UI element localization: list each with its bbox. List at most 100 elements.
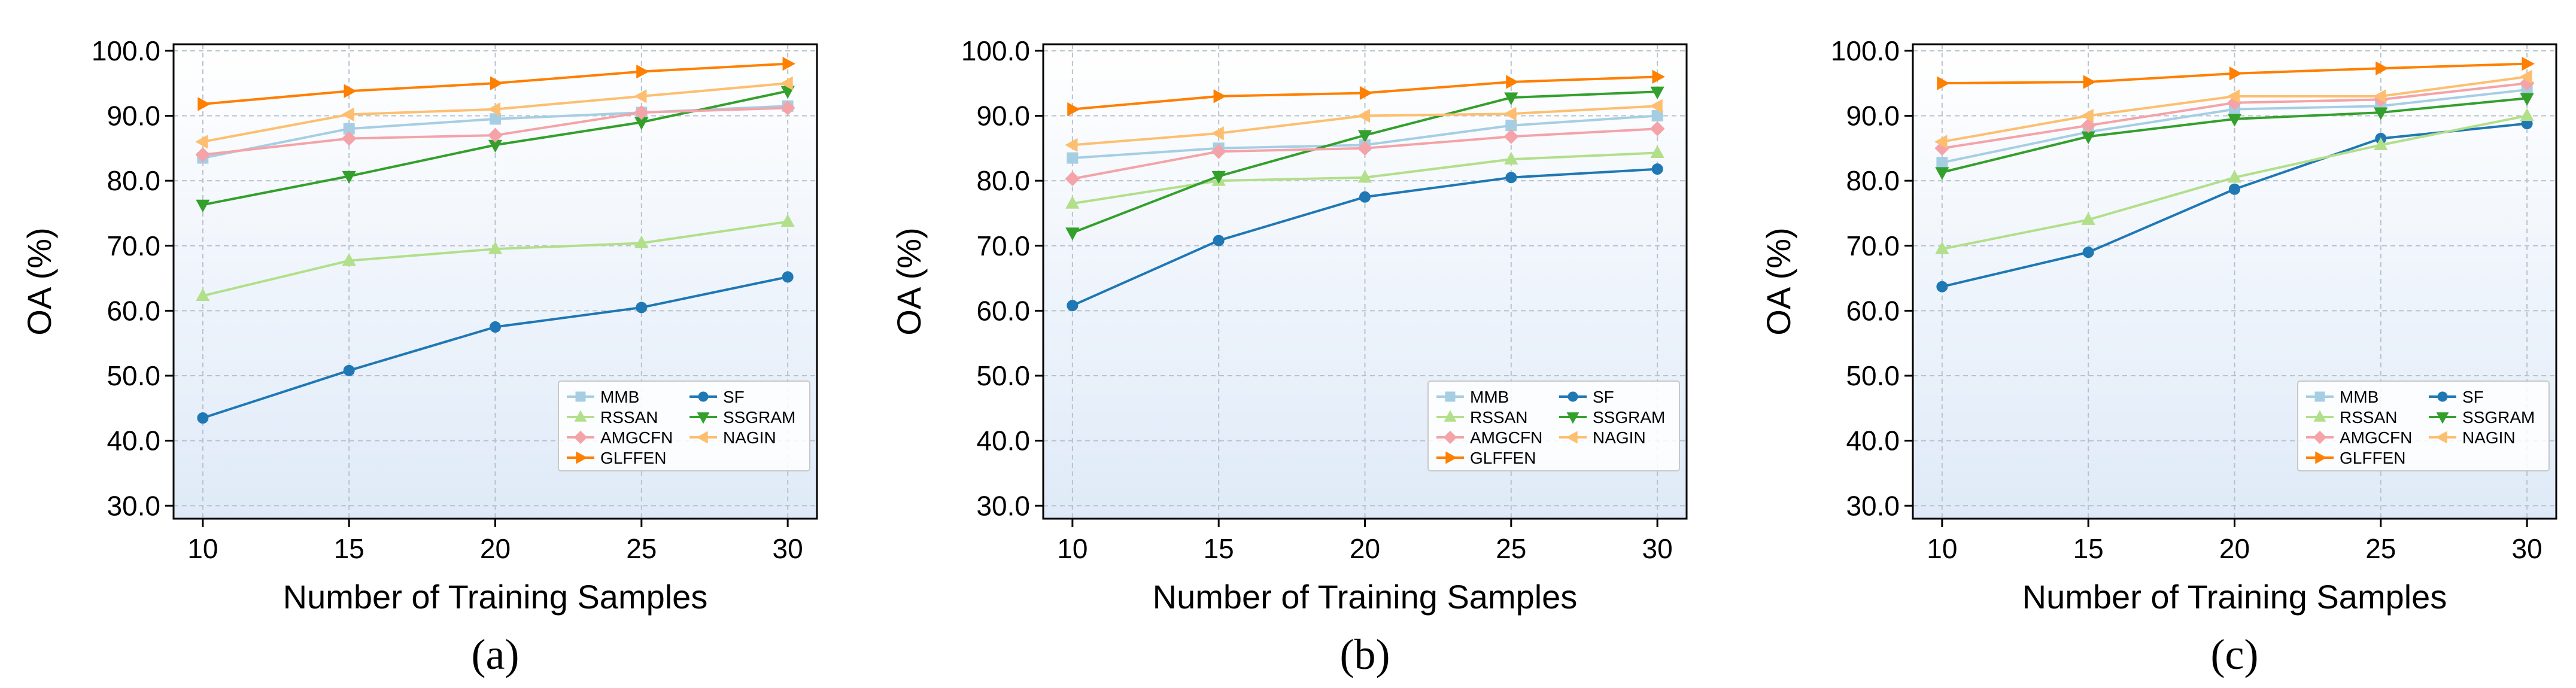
y-tick-label: 70.0 bbox=[976, 230, 1030, 261]
data-point-ssgram bbox=[1065, 227, 1080, 241]
series-nagin bbox=[1065, 99, 1663, 153]
y-tick-label: 90.0 bbox=[107, 100, 160, 131]
legend-item-amgcfn: AMGCFN bbox=[2306, 428, 2412, 447]
data-point-glffen bbox=[1506, 75, 1519, 89]
legend-swatch-marker bbox=[2315, 451, 2327, 464]
legend-item-ssgram: SSGRAM bbox=[689, 408, 795, 427]
series-sf bbox=[1067, 163, 1663, 312]
legend-label: SSGRAM bbox=[1593, 408, 1665, 427]
data-point-amgcfn bbox=[780, 101, 795, 115]
legend-label: AMGCFN bbox=[1470, 428, 1542, 447]
series-glffen bbox=[198, 56, 795, 111]
x-tick-label: 20 bbox=[2219, 533, 2250, 564]
series-ssgram bbox=[1935, 93, 2534, 180]
x-tick-label: 10 bbox=[187, 533, 218, 564]
data-point-mmb bbox=[1067, 152, 1079, 164]
legend-item-rssan: RSSAN bbox=[2306, 408, 2397, 427]
x-tick-label: 20 bbox=[480, 533, 511, 564]
series-rssan bbox=[1935, 108, 2534, 254]
y-tick-label: 90.0 bbox=[1846, 100, 1900, 131]
data-point-ssgram bbox=[1650, 86, 1664, 100]
x-tick-label: 30 bbox=[1642, 533, 1673, 564]
legend-item-rssan: RSSAN bbox=[567, 408, 658, 427]
data-point-glffen bbox=[2522, 56, 2535, 71]
data-point-nagin bbox=[341, 107, 354, 121]
legend-swatch-marker bbox=[697, 412, 710, 424]
data-point-ssgram bbox=[196, 199, 210, 213]
data-point-sf bbox=[1651, 163, 1663, 175]
y-tick-label: 50.0 bbox=[976, 360, 1030, 391]
data-point-nagin bbox=[1934, 135, 1948, 149]
legend-swatch-marker bbox=[1445, 391, 1456, 402]
legend-item-ssgram: SSGRAM bbox=[2429, 408, 2535, 427]
y-axis-title: OA (%) bbox=[890, 227, 928, 335]
data-point-glffen bbox=[1067, 102, 1080, 117]
legend-label: SF bbox=[1593, 388, 1614, 406]
x-axis: 10 15 20 25 30 bbox=[1057, 519, 1673, 564]
y-tick-label: 100.0 bbox=[1831, 35, 1900, 66]
data-point-glffen bbox=[1937, 76, 1950, 90]
x-axis: 10 15 20 25 30 bbox=[187, 519, 803, 564]
legend-swatch-marker bbox=[576, 451, 588, 464]
x-tick-label: 15 bbox=[1204, 533, 1234, 564]
data-point-rssan bbox=[2081, 212, 2095, 225]
y-tick-label: 80.0 bbox=[1846, 165, 1900, 196]
data-point-rssan bbox=[196, 288, 210, 301]
y-tick-label: 40.0 bbox=[976, 425, 1030, 456]
legend-item-sf: SF bbox=[689, 388, 745, 406]
data-point-nagin bbox=[780, 76, 793, 90]
legend-item-glffen: GLFFEN bbox=[2306, 449, 2405, 467]
data-point-ssgram bbox=[2520, 93, 2534, 106]
x-tick-label: 20 bbox=[1350, 533, 1380, 564]
data-point-sf bbox=[343, 364, 355, 376]
y-tick-label: 60.0 bbox=[976, 295, 1030, 326]
legend-swatch-marker bbox=[573, 430, 588, 445]
series-ssgram bbox=[1065, 86, 1664, 241]
legend-item-rssan: RSSAN bbox=[1436, 408, 1527, 427]
legend-item-amgcfn: AMGCFN bbox=[1436, 428, 1542, 447]
data-point-nagin bbox=[1065, 138, 1078, 153]
legend-swatch-marker bbox=[1566, 431, 1578, 444]
data-point-amgcfn bbox=[1503, 129, 1519, 144]
data-point-glffen bbox=[1359, 86, 1373, 101]
y-axis-title: OA (%) bbox=[20, 227, 58, 335]
legend-label: NAGIN bbox=[2462, 428, 2516, 447]
data-point-sf bbox=[2082, 246, 2094, 258]
data-point-rssan bbox=[2374, 137, 2388, 150]
legend-item-mmb: MMB bbox=[2306, 388, 2378, 406]
legend-swatch-marker bbox=[2435, 431, 2447, 444]
data-point-ssgram bbox=[1935, 167, 1949, 180]
data-point-amgcfn bbox=[341, 131, 357, 146]
y-tick-label: 50.0 bbox=[107, 360, 160, 391]
data-point-glffen bbox=[198, 97, 211, 111]
data-point-rssan bbox=[2227, 169, 2242, 183]
data-point-rssan bbox=[634, 235, 649, 249]
series-sf bbox=[1936, 118, 2533, 293]
legend-swatch-marker bbox=[574, 410, 587, 422]
legend-box bbox=[558, 380, 810, 471]
x-tick-label: 25 bbox=[2365, 533, 2396, 564]
data-point-amgcfn bbox=[195, 147, 211, 163]
data-point-glffen bbox=[1213, 89, 1226, 103]
legend-item-sf: SF bbox=[2429, 388, 2484, 406]
x-tick-label: 15 bbox=[334, 533, 364, 564]
data-point-amgcfn bbox=[1357, 141, 1372, 156]
x-axis-title: Number of Training Samples bbox=[283, 578, 708, 616]
data-point-nagin bbox=[2519, 69, 2532, 84]
data-point-ssgram bbox=[342, 171, 356, 184]
series-glffen bbox=[1067, 69, 1665, 117]
data-point-rssan bbox=[1065, 196, 1080, 209]
series-rssan bbox=[196, 214, 795, 301]
data-point-nagin bbox=[1650, 99, 1663, 113]
data-point-sf bbox=[1359, 191, 1371, 203]
panel-label: (a) bbox=[472, 631, 520, 678]
data-point-nagin bbox=[1503, 106, 1517, 121]
legend-swatch-marker bbox=[2314, 391, 2325, 402]
data-point-sf bbox=[636, 302, 648, 313]
legend-swatch-marker bbox=[1445, 451, 1457, 464]
data-point-rssan bbox=[1504, 151, 1518, 165]
series-nagin bbox=[1934, 69, 2532, 149]
legend-label: GLFFEN bbox=[2340, 449, 2405, 467]
legend: MMB SF RSSAN SSGRAM AMGCFN NAGIN GLFFEN bbox=[1427, 380, 1680, 471]
